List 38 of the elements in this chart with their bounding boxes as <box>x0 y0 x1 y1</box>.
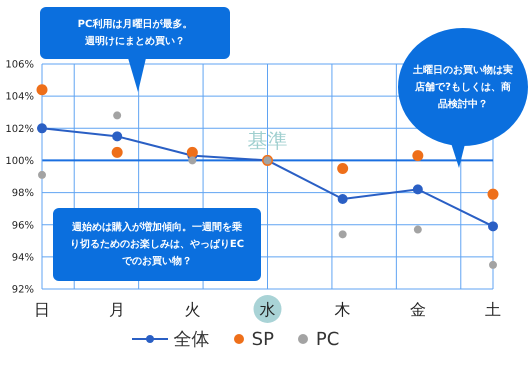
point <box>36 84 48 96</box>
x-tick-label: 土 <box>485 300 501 319</box>
point <box>489 260 497 269</box>
point <box>338 230 347 238</box>
point <box>188 156 196 164</box>
annotation: 土曜日のお買い物は実店舗で?もしくは、商品検討中？ <box>413 63 513 112</box>
y-tick-label: 104% <box>5 92 34 103</box>
point <box>113 111 122 120</box>
x-tick-label: 水 <box>260 300 276 319</box>
legend-label: SP <box>250 328 274 351</box>
y-tick-label: 96% <box>12 220 34 232</box>
point <box>337 162 348 174</box>
x-tick-label: 木 <box>334 300 351 319</box>
x-tick-label: 金 <box>410 300 426 319</box>
legend-label: 全体 <box>172 328 210 351</box>
point <box>412 184 423 194</box>
point <box>37 123 47 134</box>
x-tick-label: 火 <box>184 300 200 319</box>
point <box>488 188 498 200</box>
point <box>186 146 198 158</box>
y-tick-label: 106% <box>5 60 34 71</box>
y-tick-label: 94% <box>12 252 34 264</box>
point <box>488 221 498 232</box>
point <box>38 170 46 179</box>
y-tick-label: 98% <box>12 188 34 200</box>
y-tick-label: 100% <box>5 156 34 167</box>
point <box>112 131 122 142</box>
x-tick-label: 日 <box>34 300 50 319</box>
x-tick-label: 月 <box>109 300 126 319</box>
point <box>112 146 123 158</box>
point <box>412 150 424 162</box>
annotation: 週始めは購入が増加傾向。一週間を乗り切るためのお楽しみは、やっぱりECでのお買い物？ <box>69 220 245 269</box>
point <box>338 194 348 204</box>
text: PC利用は月曜日が最多。週明けにまとめ買い？ <box>76 18 194 49</box>
point <box>414 226 422 234</box>
y-tick-label: 102% <box>5 124 34 135</box>
y-tick-label: 92% <box>12 284 34 296</box>
legend-label: PC <box>314 328 340 351</box>
